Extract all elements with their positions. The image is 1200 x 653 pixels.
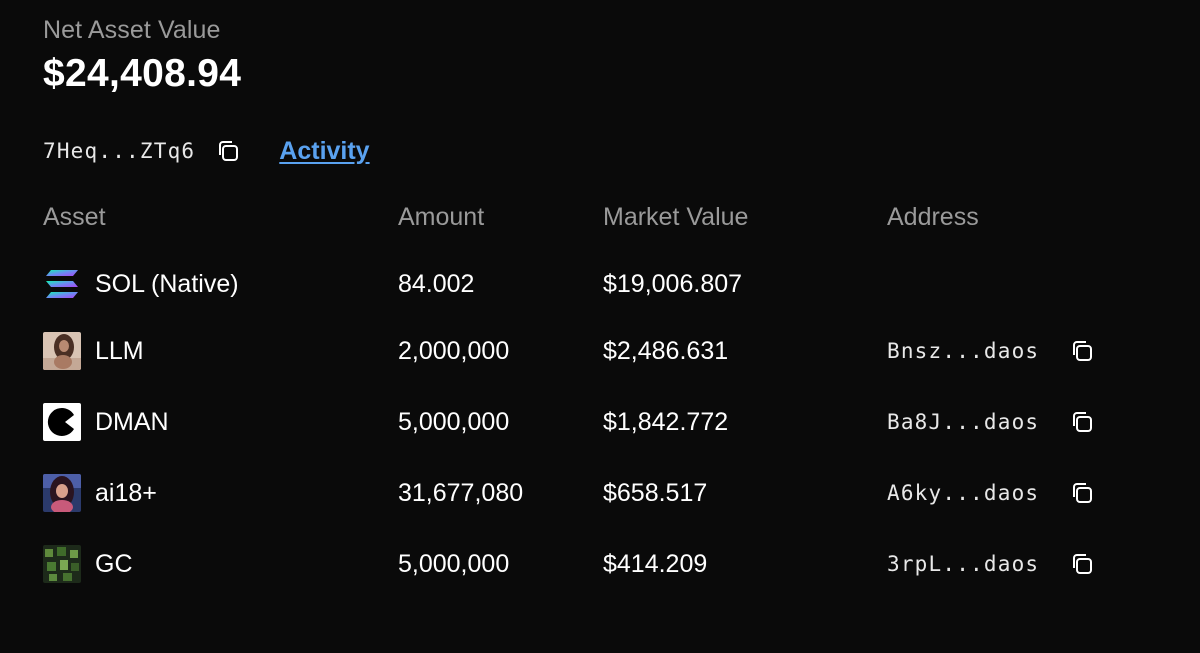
copy-icon[interactable] xyxy=(1069,409,1095,435)
llm-token-icon xyxy=(43,332,81,370)
market-value-cell: $658.517 xyxy=(603,478,708,507)
asset-cell: GC xyxy=(43,542,133,586)
asset-name: DMAN xyxy=(95,407,169,436)
market-value-cell: $1,842.772 xyxy=(603,407,729,436)
asset-name: LLM xyxy=(95,336,144,365)
asset-cell: SOL (Native) xyxy=(43,262,239,306)
asset-name: ai18+ xyxy=(95,478,157,507)
solana-logo-icon xyxy=(43,265,81,303)
dman-token-icon xyxy=(43,403,81,441)
asset-cell: DMAN xyxy=(43,400,169,444)
wallet-address: 7Heq...ZTq6 xyxy=(43,139,196,163)
market-value-cell: $414.209 xyxy=(603,549,708,578)
asset-name: SOL (Native) xyxy=(95,269,239,298)
table-row: LLM 2,000,000 $2,486.631 Bnsz...daos xyxy=(43,329,1163,373)
asset-cell: LLM xyxy=(43,329,144,373)
copy-icon[interactable] xyxy=(215,138,241,164)
market-value-cell: $2,486.631 xyxy=(603,336,729,365)
activity-link[interactable]: Activity xyxy=(279,136,370,165)
table-row: GC 5,000,000 $414.209 3rpL...daos xyxy=(43,542,1163,586)
net-asset-value-label: Net Asset Value xyxy=(43,16,221,44)
table-header: Asset Amount Market Value Address xyxy=(43,203,1163,235)
token-address: A6ky...daos xyxy=(887,481,1040,505)
gc-token-icon xyxy=(43,545,81,583)
market-value-cell: $19,006.807 xyxy=(603,269,743,298)
copy-icon[interactable] xyxy=(1069,551,1095,577)
token-address: Bnsz...daos xyxy=(887,339,1040,363)
ai18-token-icon xyxy=(43,474,81,512)
amount-cell: 2,000,000 xyxy=(398,336,510,365)
header-market-value: Market Value xyxy=(603,203,749,231)
copy-icon[interactable] xyxy=(1069,338,1095,364)
header-address: Address xyxy=(887,203,979,231)
amount-cell: 5,000,000 xyxy=(398,549,510,578)
net-asset-value: $24,408.94 xyxy=(43,52,242,95)
asset-cell: ai18+ xyxy=(43,471,157,515)
amount-cell: 31,677,080 xyxy=(398,478,524,507)
header-amount: Amount xyxy=(398,203,485,231)
table-row: ai18+ 31,677,080 $658.517 A6ky...daos xyxy=(43,471,1163,515)
token-address: Ba8J...daos xyxy=(887,410,1040,434)
table-row: DMAN 5,000,000 $1,842.772 Ba8J...daos xyxy=(43,400,1163,444)
header-asset: Asset xyxy=(43,203,106,231)
copy-icon[interactable] xyxy=(1069,480,1095,506)
wallet-row: 7Heq...ZTq6 Activity xyxy=(43,134,370,168)
table-row: SOL (Native) 84.002 $19,006.807 xyxy=(43,262,1163,306)
asset-name: GC xyxy=(95,549,133,578)
amount-cell: 84.002 xyxy=(398,269,475,298)
token-address: 3rpL...daos xyxy=(887,552,1040,576)
amount-cell: 5,000,000 xyxy=(398,407,510,436)
portfolio-panel: Net Asset Value $24,408.94 7Heq...ZTq6 A… xyxy=(43,0,1163,653)
